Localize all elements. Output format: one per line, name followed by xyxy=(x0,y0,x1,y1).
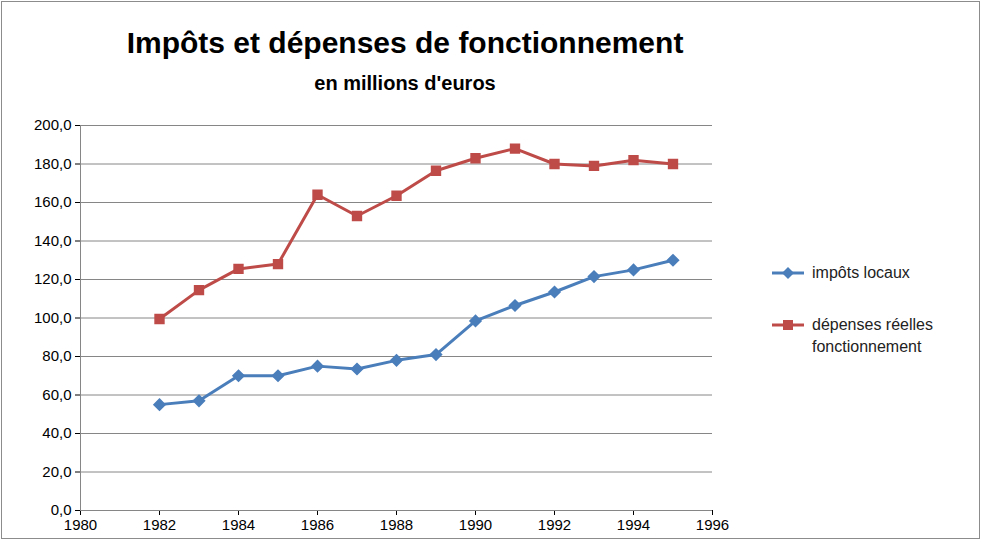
html-text:en millions d'euros: en millions d'euros xyxy=(314,72,496,94)
html-text:dépenses réelles fonctionnemen: dépenses réelles fonctionnement xyxy=(812,316,933,355)
svg-text:1982: 1982 xyxy=(143,516,176,533)
svg-text:180,0: 180,0 xyxy=(34,155,72,172)
svg-text:1984: 1984 xyxy=(222,516,255,533)
svg-text:80,0: 80,0 xyxy=(42,347,71,364)
svg-text:40,0: 40,0 xyxy=(42,424,71,441)
svg-text:1990: 1990 xyxy=(459,516,492,533)
svg-text:1986: 1986 xyxy=(301,516,334,533)
svg-text:1992: 1992 xyxy=(538,516,571,533)
html-text:Impôts et dépenses de fonction: Impôts et dépenses de fonctionnement xyxy=(126,26,684,59)
svg-text:1996: 1996 xyxy=(696,516,729,533)
svg-text:1988: 1988 xyxy=(380,516,413,533)
svg-text:120,0: 120,0 xyxy=(34,270,72,287)
svg-text:160,0: 160,0 xyxy=(34,193,72,210)
svg-text:60,0: 60,0 xyxy=(42,386,71,403)
svg-text:20,0: 20,0 xyxy=(42,463,71,480)
svg-text:140,0: 140,0 xyxy=(34,232,72,249)
svg-text:100,0: 100,0 xyxy=(34,309,72,326)
svg-text:1994: 1994 xyxy=(617,516,650,533)
html-text:impôts locaux: impôts locaux xyxy=(812,264,910,281)
svg-text:1980: 1980 xyxy=(64,516,97,533)
svg-text:0,0: 0,0 xyxy=(50,501,72,519)
svg-text:200,0: 200,0 xyxy=(34,116,72,133)
